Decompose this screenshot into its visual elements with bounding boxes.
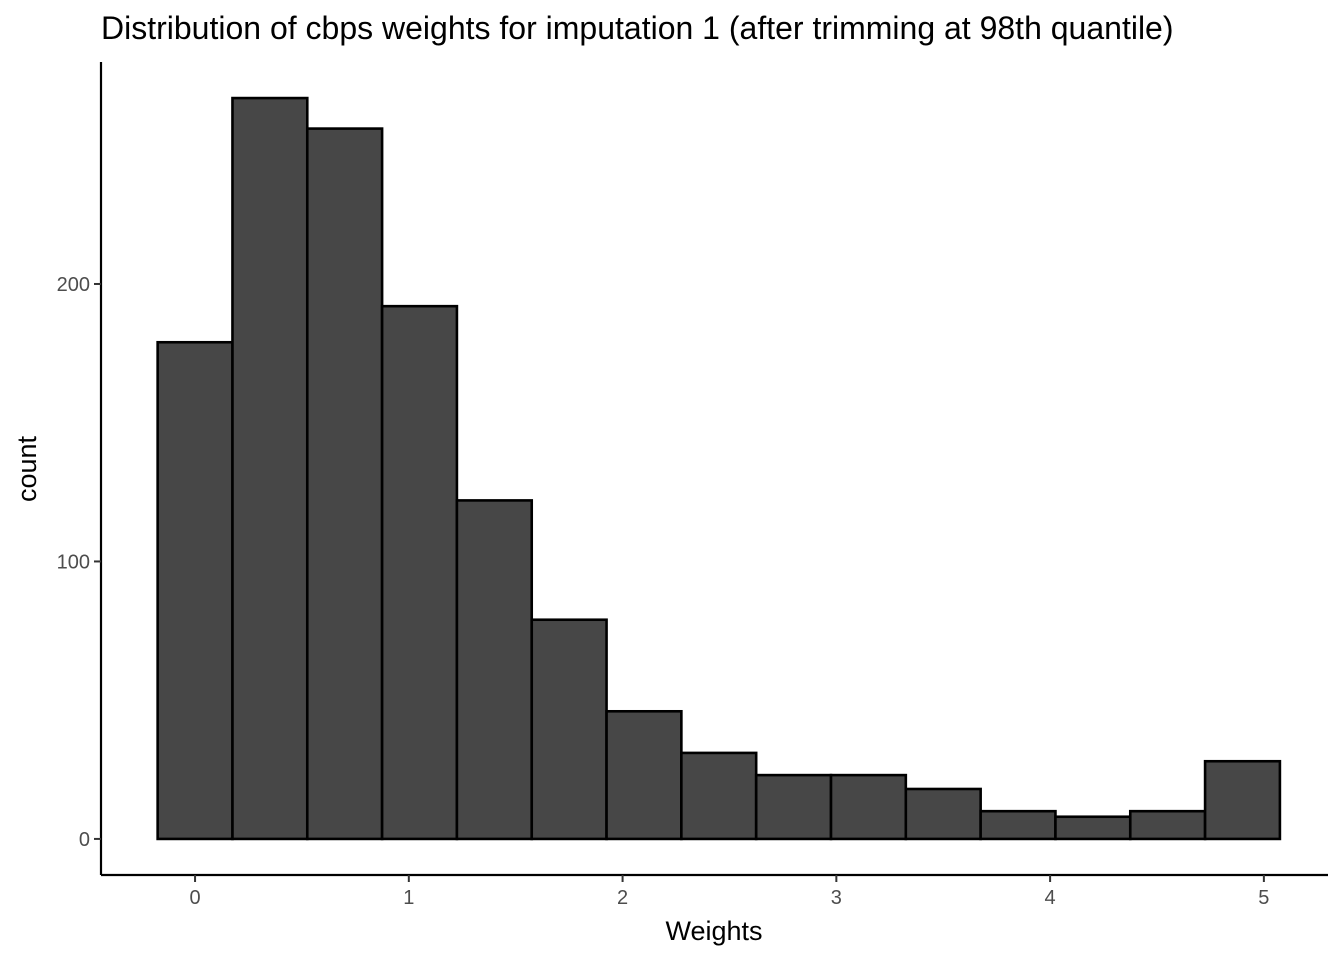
histogram-bar-13 xyxy=(1128,809,1207,841)
x-tick-label: 1 xyxy=(403,887,414,909)
y-tick-label: 100 xyxy=(57,551,90,573)
y-axis-title: count xyxy=(12,435,42,502)
histogram-bar-5 xyxy=(530,618,608,841)
histogram-bar-9 xyxy=(829,773,908,841)
histogram-bar-1 xyxy=(231,96,309,841)
histogram-bar-12 xyxy=(1054,815,1132,841)
x-axis-title: Weights xyxy=(665,916,762,946)
y-tick-label: 200 xyxy=(57,274,90,296)
histogram-bar-14 xyxy=(1203,759,1282,841)
x-axis-ticks: 0 1 2 3 4 5 xyxy=(189,875,1269,909)
chart-title: Distribution of cbps weights for imputat… xyxy=(101,10,1174,46)
y-axis-ticks: 0 100 200 xyxy=(57,274,101,851)
histogram-bar-4 xyxy=(455,499,534,841)
histogram-bar-0 xyxy=(156,340,234,841)
histogram-bar-7 xyxy=(680,751,758,841)
x-tick-label: 3 xyxy=(831,887,842,909)
histogram-bar-11 xyxy=(979,809,1057,841)
x-tick-label: 4 xyxy=(1045,887,1056,909)
x-tick-label: 2 xyxy=(617,887,628,909)
x-tick-label: 0 xyxy=(189,887,200,909)
histogram-bar-8 xyxy=(754,773,833,841)
y-tick-label: 0 xyxy=(79,829,90,851)
histogram-bar-2 xyxy=(305,127,384,841)
histogram-bar-6 xyxy=(605,709,683,841)
histogram-bar-10 xyxy=(904,787,982,841)
histogram-bar-3 xyxy=(380,304,459,841)
x-tick-label: 5 xyxy=(1258,887,1269,909)
bars-group xyxy=(156,96,1282,841)
